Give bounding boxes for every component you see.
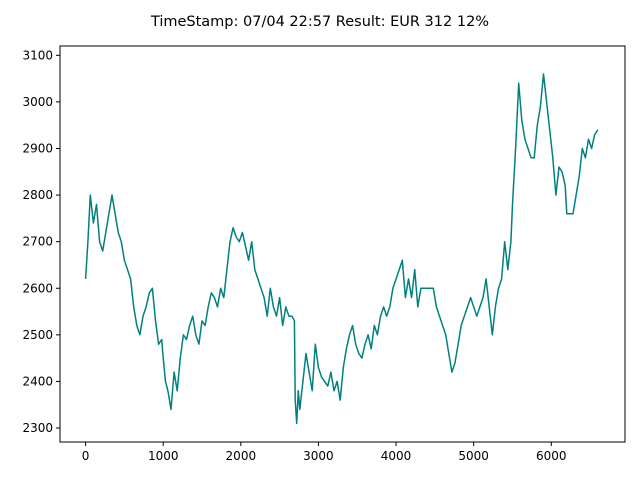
x-tick-label: 3000: [303, 449, 334, 463]
y-tick-label: 3100: [22, 48, 53, 62]
y-tick-label: 2800: [22, 188, 53, 202]
y-axis: 2300 2400 2500 2600 2700 2800 2900 3000 3100: [22, 48, 60, 435]
y-tick-label: 2400: [22, 374, 53, 388]
x-tick-label: 2000: [226, 449, 257, 463]
plot-area-frame: [59, 45, 626, 443]
x-tick-label: 4000: [381, 449, 412, 463]
x-tick-label: 5000: [458, 449, 489, 463]
chart-title: TimeStamp: 07/04 22:57 Result: EUR 312 1…: [150, 14, 489, 30]
y-tick-label: 2500: [22, 328, 53, 342]
x-axis: 0 1000 2000 3000 4000 5000 6000: [82, 442, 567, 463]
x-tick-label: 1000: [148, 449, 179, 463]
y-tick-label: 3000: [22, 95, 53, 109]
y-tick-label: 2700: [22, 235, 53, 249]
x-tick-label: 0: [82, 449, 90, 463]
y-tick-label: 2300: [22, 421, 53, 435]
series-line: [84, 73, 599, 425]
y-tick-label: 2600: [22, 281, 53, 295]
x-tick-label: 6000: [536, 449, 567, 463]
y-tick-label: 2900: [22, 141, 53, 155]
